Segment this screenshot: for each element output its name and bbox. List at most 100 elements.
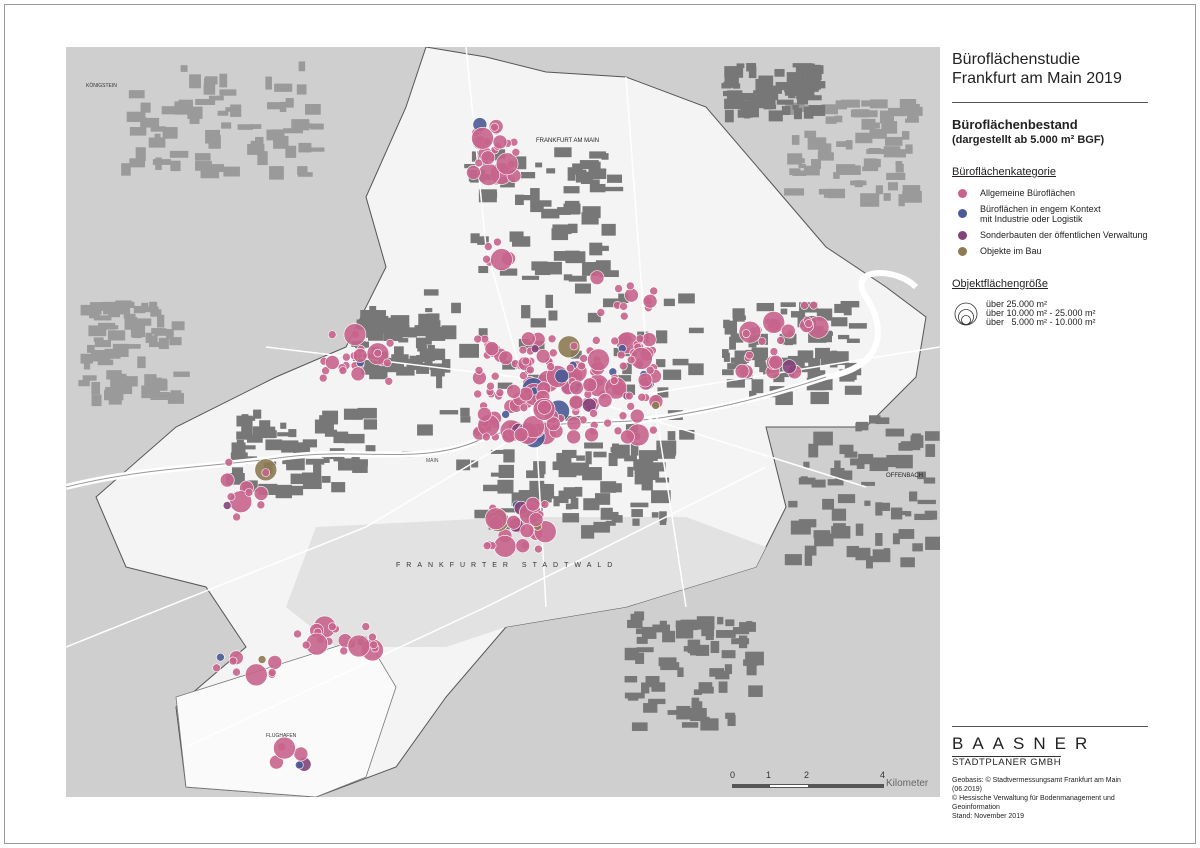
urban-block [829,351,849,365]
urban-block [751,347,769,361]
urban-block [803,461,810,468]
urban-block [810,391,829,405]
urban-block [855,132,873,144]
urban-block [821,104,838,115]
urban-block [798,163,806,169]
urban-block [822,498,835,510]
urban-block [779,370,795,378]
urban-block [246,434,263,443]
urban-block [600,245,609,251]
urban-block [189,111,200,124]
urban-block [141,302,149,309]
urban-block [574,283,591,294]
urban-block [804,95,822,101]
urban-block [581,212,599,225]
urban-block [211,164,225,172]
urban-block [123,313,136,319]
urban-block [656,359,666,368]
urban-block [460,407,470,417]
urban-block [474,509,492,519]
urban-block [635,652,645,664]
office-bubble [506,515,521,530]
urban-block [763,101,773,110]
urban-block [679,429,695,440]
scale-bar: 0 1 2 4 Kilometer [730,770,928,794]
urban-block [266,129,285,141]
urban-block [624,692,645,699]
urban-block [721,650,736,659]
urban-block [499,268,518,276]
urban-block [83,356,91,370]
urban-block [535,162,543,168]
urban-block [99,325,119,330]
map-label-city: FRANKFURT AM MAIN [536,138,599,144]
office-bubble [293,629,302,639]
urban-block [811,479,826,488]
urban-block [636,636,648,644]
urban-block [799,87,813,94]
urban-block [879,502,891,511]
office-bubble [253,486,269,501]
urban-block [255,136,264,150]
urban-block [905,118,919,123]
urban-block [562,451,572,463]
urban-block [269,166,284,180]
urban-block [520,195,532,201]
urban-block [798,477,816,485]
office-bubble [645,365,655,375]
office-bubble [224,458,234,467]
urban-block [924,431,940,441]
office-bubble [490,371,500,381]
office-bubble [745,350,754,360]
urban-block [802,72,822,80]
office-bubble [518,386,534,402]
urban-block [133,318,152,326]
urban-block [490,472,501,477]
urban-block [319,415,328,422]
urban-block [810,159,822,169]
office-bubble [369,640,378,650]
urban-block [241,424,253,436]
urban-block [837,494,856,504]
urban-block [630,613,643,621]
urban-block [688,327,704,334]
urban-block [582,206,601,219]
urban-block [599,270,619,278]
urban-block [925,444,936,457]
urban-block [807,370,826,379]
urban-block [205,129,220,144]
urban-block [117,373,127,388]
urban-block [124,317,138,330]
size-label: über 5.000 m² - 10.000 m² [986,317,1096,327]
map[interactable]: FRANKFURT AM MAIN FRANKFURTER STADTWALD … [66,47,940,797]
urban-block [459,343,480,358]
office-bubble [385,338,395,348]
office-bubble [619,311,629,321]
office-bubble [219,472,235,488]
urban-block [401,324,410,338]
urban-block [530,318,546,328]
urban-block [858,453,874,465]
urban-block [588,168,607,180]
urban-block [502,360,516,370]
urban-block [725,712,736,719]
urban-block [584,442,603,449]
urban-block [724,109,734,123]
urban-block [795,103,805,111]
urban-block [868,415,881,424]
urban-block [657,387,669,398]
urban-block [779,333,797,345]
urban-block [583,498,600,511]
logo-sub: STADTPLANER GMBH [952,756,1062,768]
urban-block [647,462,666,472]
urban-block [648,698,666,705]
urban-block [784,88,792,96]
office-bubble [519,371,528,380]
urban-block [365,325,378,338]
urban-block [717,616,724,625]
urban-block [478,265,489,274]
urban-block [148,137,166,148]
urban-block [500,480,514,486]
urban-block [775,82,792,91]
urban-block [693,689,702,695]
